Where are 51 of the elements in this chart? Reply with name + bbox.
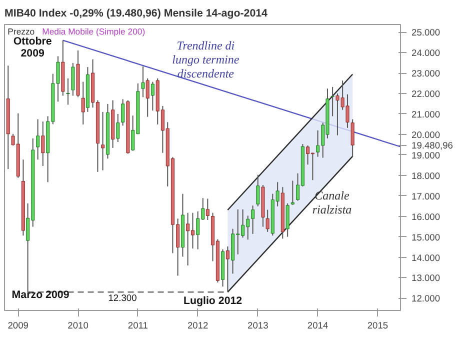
- y-tick-label: 12.000: [412, 294, 440, 304]
- candlestick: [266, 209, 270, 232]
- y-tick-label: 19.480,96: [412, 140, 453, 151]
- y-tick-label: 24.000: [412, 48, 440, 58]
- y-tick-label: 15.000: [412, 232, 440, 242]
- x-tick-label: 2014: [307, 320, 328, 330]
- candlestick: [146, 78, 150, 118]
- candlestick: [350, 118, 354, 158]
- annotation: Ottobre 2009: [13, 35, 52, 60]
- candlestick: [226, 246, 230, 293]
- annotation: Media Mobile (Simple 200): [42, 26, 146, 37]
- candlestick: [256, 174, 260, 207]
- candlestick: [36, 118, 40, 160]
- candlestick: [290, 180, 294, 206]
- annotation: Trendline di lungo termine discendente: [172, 38, 240, 81]
- x-tick-label: 2013: [248, 320, 268, 330]
- candlestick: [71, 62, 75, 96]
- annotation: Canale rialzista: [312, 188, 352, 217]
- y-tick-label: 20.000: [412, 130, 440, 140]
- candlestick: [121, 98, 125, 126]
- y-tick-label: 21.000: [412, 109, 440, 120]
- y-tick-label: 25.000: [412, 28, 440, 38]
- y-tick-label: 23.000: [412, 68, 440, 79]
- x-tick-label: 2009: [8, 320, 29, 330]
- x-tick-label: 2012: [187, 320, 208, 330]
- y-tick-label: 19.000: [412, 150, 440, 160]
- candlestick: [286, 202, 290, 238]
- chart-title: MIB40 Index -0,29% (19.480,96) Mensile 14-ago-2014: [4, 8, 268, 20]
- y-tick-label: 22.000: [412, 88, 440, 99]
- x-tick-label: 2015: [367, 320, 388, 330]
- candlestick: [150, 81, 154, 111]
- y-tick-label: 18.000: [412, 170, 440, 181]
- candlestick: [330, 86, 334, 117]
- candlestick: [141, 66, 145, 98]
- candlestick: [66, 78, 70, 106]
- annotation: Marzo 2009: [12, 288, 70, 301]
- candlestick: [101, 111, 105, 171]
- y-tick-label: 14.000: [412, 252, 440, 263]
- annotation: Luglio 2012: [183, 294, 242, 307]
- x-tick-label: 2011: [128, 320, 148, 330]
- annotation: Prezzo: [8, 26, 35, 37]
- annotation: 12.300: [108, 292, 137, 303]
- y-tick-label: 16.000: [412, 212, 440, 222]
- y-tick-label: 13.000: [412, 273, 440, 284]
- x-tick-label: 2010: [68, 320, 88, 330]
- candlestick: [251, 204, 255, 234]
- candlestick: [116, 113, 120, 143]
- candlestick: [206, 198, 210, 221]
- candlestick: [81, 81, 85, 125]
- y-tick-label: 17.000: [412, 191, 440, 202]
- candlestick: [41, 121, 45, 166]
